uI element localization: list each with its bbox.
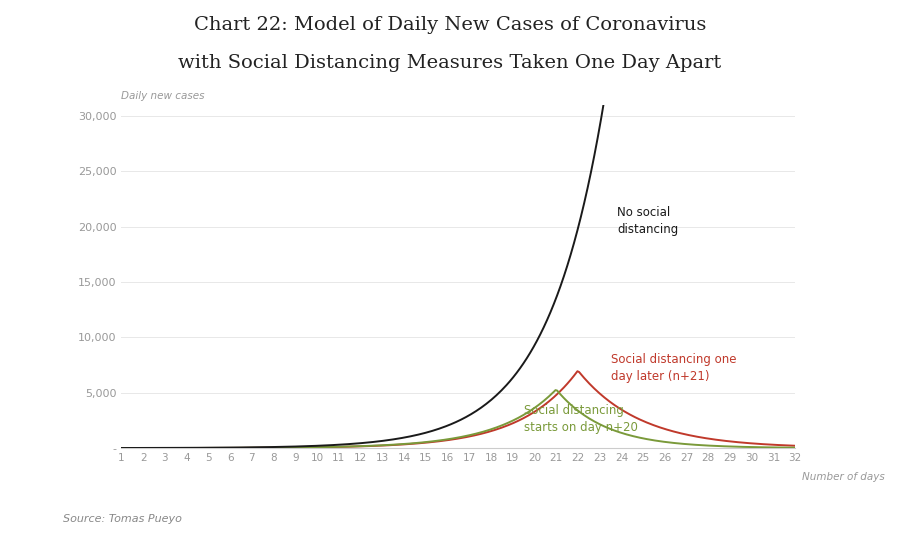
Text: Number of days: Number of days (802, 472, 885, 482)
Text: Daily new cases: Daily new cases (122, 91, 205, 102)
Text: Chart 22: Model of Daily New Cases of Coronavirus: Chart 22: Model of Daily New Cases of Co… (194, 16, 706, 34)
Text: Source: Tomas Pueyo: Source: Tomas Pueyo (63, 514, 182, 524)
Text: Social distancing
starts on day n+20: Social distancing starts on day n+20 (524, 404, 637, 434)
Text: No social
distancing: No social distancing (617, 206, 679, 236)
Text: Social distancing one
day later (n+21): Social distancing one day later (n+21) (610, 353, 736, 383)
Text: with Social Distancing Measures Taken One Day Apart: with Social Distancing Measures Taken On… (178, 54, 722, 72)
